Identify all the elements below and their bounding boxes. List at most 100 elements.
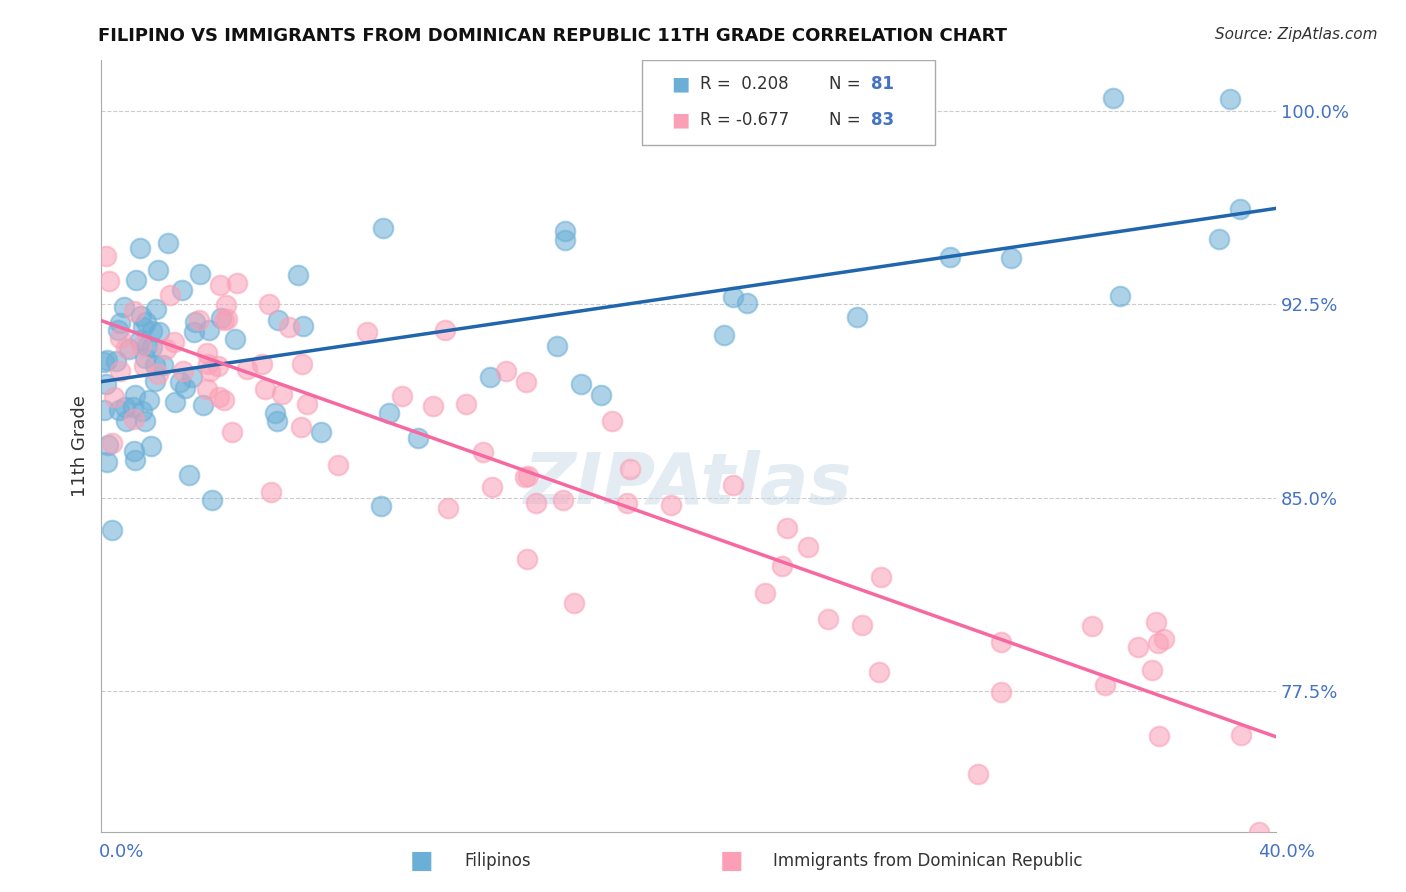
Point: [266, 313, 288, 327]
Point: [214, 392, 236, 407]
Text: ZIPAtlas: ZIPAtlas: [524, 450, 853, 519]
Point: [124, 453, 146, 467]
Point: [309, 425, 332, 439]
Point: [177, 468, 200, 483]
Point: [990, 634, 1012, 648]
Point: [183, 325, 205, 339]
Text: ■: ■: [671, 111, 689, 129]
Point: [124, 443, 146, 458]
Point: [180, 369, 202, 384]
Text: ■: ■: [720, 849, 742, 872]
Point: [103, 390, 125, 404]
Point: [851, 617, 873, 632]
Point: [754, 585, 776, 599]
Point: [188, 268, 211, 282]
Point: [1102, 91, 1125, 105]
Point: [297, 397, 319, 411]
Point: [713, 327, 735, 342]
Point: [93, 355, 115, 369]
Point: [132, 320, 155, 334]
Point: [1146, 635, 1168, 649]
Point: [377, 406, 399, 420]
Point: [104, 354, 127, 368]
Point: [152, 359, 174, 373]
Point: [122, 412, 145, 426]
Point: [571, 377, 593, 392]
Point: [1153, 632, 1175, 646]
Point: [136, 339, 159, 353]
Text: N =: N =: [830, 111, 866, 128]
Point: [148, 325, 170, 339]
Point: [236, 361, 259, 376]
Point: [770, 559, 793, 574]
Point: [1144, 615, 1167, 629]
Point: [173, 382, 195, 396]
Point: [212, 313, 235, 327]
Point: [456, 397, 478, 411]
Point: [370, 500, 392, 514]
Point: [197, 346, 219, 360]
Point: [215, 298, 238, 312]
Point: [990, 685, 1012, 699]
Point: [124, 303, 146, 318]
Point: [1249, 825, 1271, 839]
Point: [184, 315, 207, 329]
Point: [107, 323, 129, 337]
Point: [737, 295, 759, 310]
Point: [659, 498, 682, 512]
Point: [108, 331, 131, 345]
Point: [94, 377, 117, 392]
Point: [94, 249, 117, 263]
Text: ■: ■: [411, 849, 433, 872]
Point: [114, 341, 136, 355]
Point: [172, 284, 194, 298]
Point: [422, 400, 444, 414]
Point: [266, 414, 288, 428]
Point: [471, 445, 494, 459]
Point: [259, 297, 281, 311]
Point: [188, 313, 211, 327]
Point: [250, 357, 273, 371]
Point: [495, 364, 517, 378]
Point: [291, 319, 314, 334]
Point: [101, 436, 124, 450]
Text: Filipinos: Filipinos: [464, 852, 530, 870]
Text: 40.0%: 40.0%: [1258, 843, 1315, 861]
Point: [110, 317, 132, 331]
Point: [253, 382, 276, 396]
Point: [146, 368, 169, 382]
Point: [278, 320, 301, 334]
Text: N =: N =: [830, 75, 866, 94]
Point: [129, 339, 152, 353]
Point: [215, 311, 238, 326]
Point: [1219, 92, 1241, 106]
Point: [201, 492, 224, 507]
Point: [191, 398, 214, 412]
Point: [868, 665, 890, 679]
Point: [134, 351, 156, 365]
Point: [134, 359, 156, 374]
Point: [328, 458, 350, 472]
Point: [1140, 663, 1163, 677]
Point: [1229, 202, 1251, 216]
Point: [966, 766, 988, 780]
Point: [208, 277, 231, 292]
Point: [553, 492, 575, 507]
Point: [513, 470, 536, 484]
Text: 83: 83: [870, 111, 894, 128]
Point: [264, 406, 287, 420]
Point: [1126, 640, 1149, 654]
Point: [406, 431, 429, 445]
Text: ■: ■: [671, 75, 689, 94]
Point: [138, 392, 160, 407]
Point: [114, 401, 136, 415]
Text: 81: 81: [870, 75, 894, 94]
Point: [135, 315, 157, 329]
Point: [287, 268, 309, 282]
Point: [515, 375, 537, 389]
Point: [562, 596, 585, 610]
Point: [195, 382, 218, 396]
Point: [433, 323, 456, 337]
Point: [481, 480, 503, 494]
Point: [107, 403, 129, 417]
